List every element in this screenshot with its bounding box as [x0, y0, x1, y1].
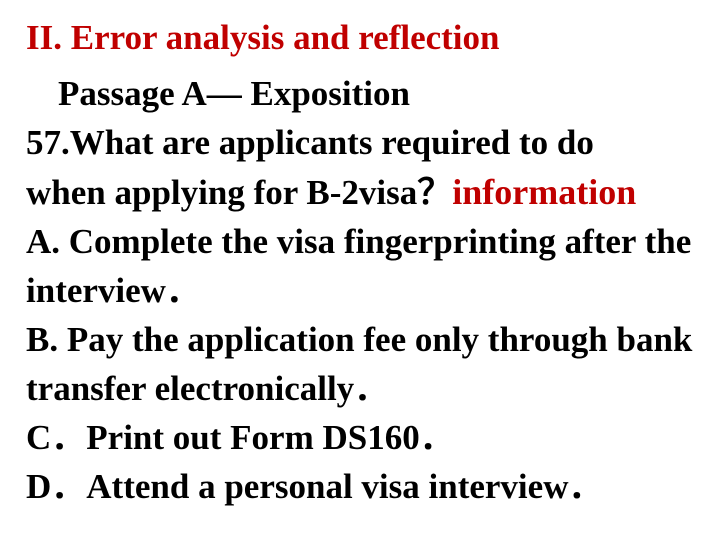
option-c: C．Print out Form DS160．: [26, 418, 455, 457]
question-number: 57.: [26, 123, 70, 162]
annotation-label: information: [452, 172, 636, 212]
option-a: A. Complete the visa fingerprinting afte…: [26, 222, 691, 310]
section-title: II. Error analysis and reflection: [22, 18, 698, 58]
option-d: D．Attend a personal visa interview．: [26, 467, 603, 506]
question-block: 57.What are applicants required to do wh…: [22, 118, 698, 511]
option-b: B. Pay the application fee only through …: [26, 320, 692, 408]
question-stem-line1: What are applicants required to do: [70, 123, 594, 162]
slide-content: II. Error analysis and reflection Passag…: [0, 0, 720, 511]
question-stem-line2: when applying for B-2visa？: [26, 173, 452, 212]
passage-title: Passage A— Exposition: [22, 74, 698, 114]
